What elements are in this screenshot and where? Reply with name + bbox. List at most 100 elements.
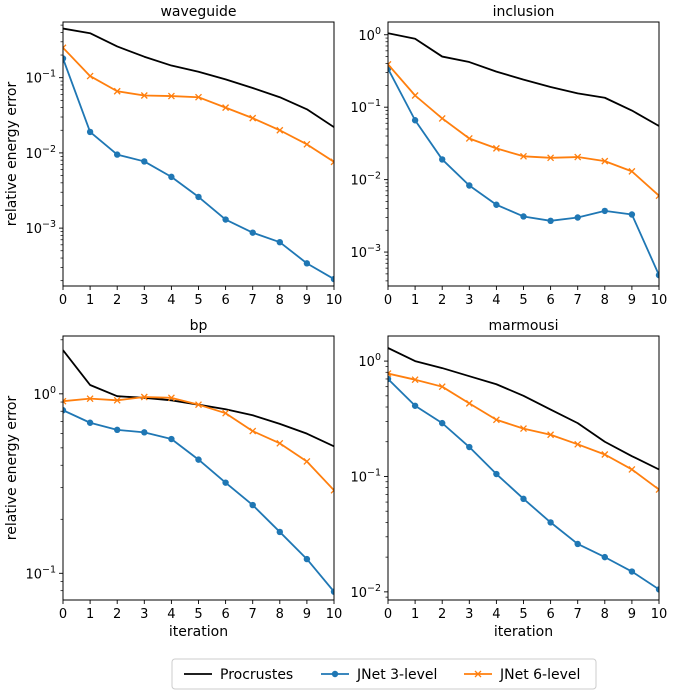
y-tick-label: 10−1	[350, 467, 381, 485]
data-point-jnet-3-level	[574, 214, 581, 221]
data-point-jnet-6-level	[388, 370, 392, 378]
series-line-jnet-6-level	[63, 396, 334, 491]
data-point-jnet-3-level	[547, 217, 554, 225]
x-tick-label: 9	[628, 607, 636, 622]
data-point-jnet-6-level	[547, 431, 555, 439]
data-point-jnet-3-level	[520, 495, 527, 503]
plot-frame	[62, 335, 335, 601]
data-point-jnet-6-level	[140, 393, 148, 401]
x-tick-label: 10	[651, 293, 668, 308]
x-tick-label: 4	[167, 293, 175, 308]
x-tick-label: 4	[167, 607, 175, 622]
data-point-jnet-3-level	[195, 193, 202, 201]
y-tick-label: 100	[358, 352, 381, 370]
legend-label-jnet-3-level: JNet 3-level	[356, 667, 437, 683]
x-tick-label: 9	[303, 607, 311, 622]
legend-label-procrustes: Procrustes	[220, 667, 293, 683]
y-tick-label: 10−1	[25, 564, 56, 582]
data-point-jnet-6-level	[113, 87, 121, 95]
data-point-jnet-3-level	[249, 229, 256, 236]
data-point-jnet-3-level	[547, 519, 554, 526]
x-tick-label: 4	[492, 607, 500, 622]
panel-title: inclusion	[493, 4, 555, 20]
data-point-jnet-6-level	[113, 396, 121, 404]
data-point-jnet-6-level	[167, 92, 175, 100]
x-tick-label: 1	[411, 293, 419, 308]
x-tick-label: 10	[651, 607, 668, 622]
data-point-jnet-6-level	[520, 425, 527, 433]
data-point-jnet-3-level	[168, 173, 175, 181]
data-point-jnet-6-level	[303, 140, 311, 148]
x-tick-label: 0	[384, 293, 392, 308]
x-tick-label: 2	[438, 293, 446, 308]
plot-frame	[387, 21, 660, 287]
series-line-jnet-3-level	[63, 409, 334, 593]
x-tick-label: 1	[86, 293, 94, 308]
y-tick-label: 10−3	[350, 243, 381, 261]
data-point-jnet-3-level	[439, 419, 446, 427]
x-axis-label: iteration	[169, 624, 228, 640]
data-point-jnet-3-level	[493, 470, 500, 478]
data-point-jnet-6-level	[222, 104, 230, 112]
data-point-jnet-6-level	[86, 395, 94, 403]
data-point-jnet-3-level	[222, 479, 229, 486]
data-point-jnet-3-level	[601, 553, 608, 561]
data-point-jnet-6-level	[276, 439, 284, 447]
x-tick-label: 1	[411, 607, 419, 622]
legend-marker-jnet-6-level	[474, 670, 482, 678]
data-point-jnet-3-level	[249, 501, 256, 509]
x-tick-label: 5	[519, 293, 527, 308]
x-tick-label: 7	[249, 607, 257, 622]
data-point-jnet-6-level	[574, 440, 582, 448]
series-line-jnet-6-level	[63, 47, 334, 163]
data-point-jnet-3-level	[222, 216, 229, 223]
data-point-jnet-6-level	[547, 154, 555, 162]
plot-frame	[387, 335, 660, 601]
series-group	[388, 32, 659, 279]
data-point-jnet-3-level	[493, 201, 500, 208]
data-point-jnet-6-level	[520, 152, 527, 160]
x-tick-label: 8	[601, 293, 609, 308]
data-point-jnet-6-level	[167, 394, 175, 402]
data-point-jnet-6-level	[411, 92, 419, 99]
data-point-jnet-3-level	[63, 407, 67, 414]
series-line-jnet-6-level	[388, 63, 659, 197]
data-point-jnet-3-level	[330, 275, 334, 283]
x-tick-label: 8	[601, 607, 609, 622]
data-point-jnet-6-level	[655, 486, 659, 494]
data-point-jnet-6-level	[492, 416, 500, 424]
x-tick-label: 9	[628, 293, 636, 308]
data-point-jnet-3-level	[466, 182, 473, 189]
y-tick-label: 100	[33, 385, 56, 403]
data-point-jnet-6-level	[628, 466, 636, 473]
data-point-jnet-6-level	[276, 126, 284, 134]
series-line-jnet-6-level	[388, 372, 659, 491]
y-tick-label: 10−1	[25, 69, 56, 87]
data-point-jnet-6-level	[195, 401, 202, 409]
legend-marker-jnet-3-level	[331, 670, 339, 678]
x-tick-label: 10	[326, 607, 343, 622]
x-tick-label: 5	[194, 293, 202, 308]
data-point-jnet-6-level	[438, 383, 446, 391]
x-tick-label: 3	[465, 607, 473, 622]
x-tick-label: 7	[249, 293, 257, 308]
data-point-jnet-6-level	[195, 93, 202, 101]
x-tick-label: 8	[276, 293, 284, 308]
data-point-jnet-3-level	[276, 528, 283, 536]
panel-title: marmousi	[489, 318, 559, 334]
data-point-jnet-3-level	[520, 213, 527, 220]
data-point-jnet-6-level	[601, 451, 609, 458]
y-tick-label: 10−3	[25, 219, 56, 237]
data-point-jnet-6-level	[601, 157, 609, 165]
panel-waveguide: 10−3 10−2 10−1 0 1 2 3 4 5 6 7 8 9 10 waveguide relativ…	[4, 4, 342, 308]
series-line-procrustes	[388, 32, 659, 127]
series-line-procrustes	[63, 27, 334, 128]
x-tick-label: 2	[113, 293, 121, 308]
x-tick-label: 7	[574, 607, 582, 622]
data-point-jnet-3-level	[330, 588, 334, 595]
series-group	[63, 349, 334, 595]
data-point-jnet-3-level	[601, 207, 608, 215]
data-point-jnet-3-level	[168, 435, 175, 443]
data-point-jnet-6-level	[63, 44, 67, 52]
